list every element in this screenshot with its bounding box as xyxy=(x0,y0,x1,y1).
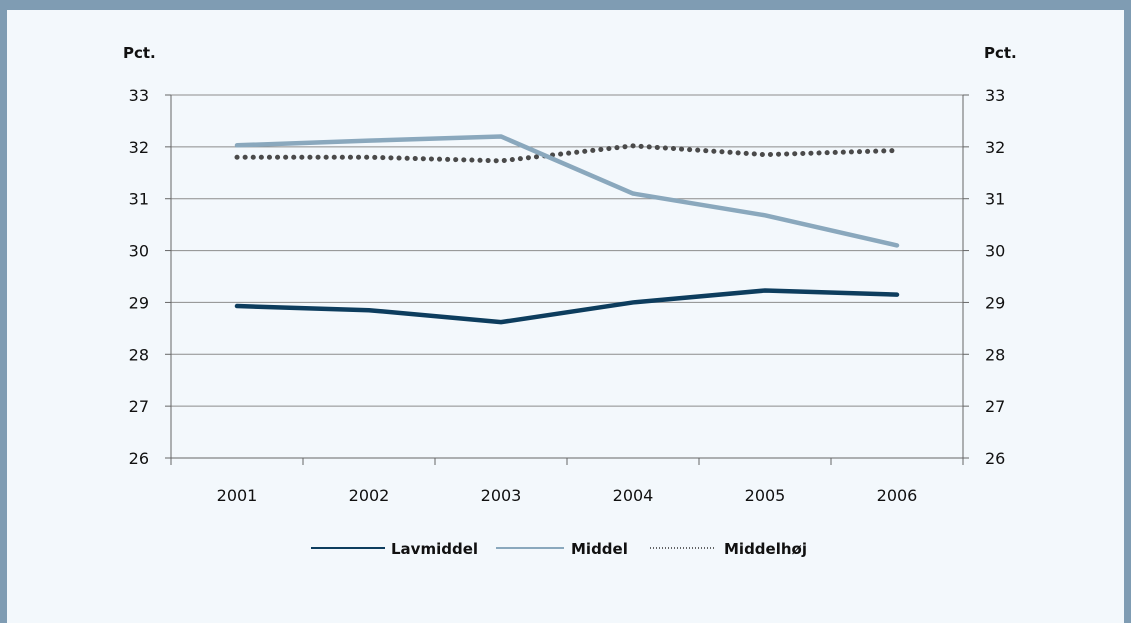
legend: Lavmiddel Middel Middelhøj xyxy=(311,540,807,558)
right-y-ticks: 26 27 28 29 30 31 32 33 xyxy=(963,86,1005,468)
right-tick-label: 30 xyxy=(985,242,1005,261)
header-bar xyxy=(0,0,1131,10)
x-tick-label: 2004 xyxy=(613,486,654,505)
series-line-middelhøj xyxy=(234,143,900,164)
axes xyxy=(170,95,964,459)
x-ticks: 2001 2002 2003 2004 2005 2006 xyxy=(170,458,964,505)
series-line-middel xyxy=(234,134,900,248)
x-tick-label: 2003 xyxy=(481,486,522,505)
series-lines xyxy=(234,134,900,325)
right-tick-label: 29 xyxy=(985,293,1005,312)
left-tick-label: 33 xyxy=(129,86,149,105)
left-tick-label: 30 xyxy=(129,242,149,261)
right-y-unit: Pct. xyxy=(984,44,1017,62)
right-tick-label: 33 xyxy=(985,86,1005,105)
left-tick-label: 31 xyxy=(129,190,149,209)
right-tick-label: 32 xyxy=(985,138,1005,157)
legend-label-middel: Middel xyxy=(571,540,628,558)
x-tick-label: 2002 xyxy=(349,486,390,505)
left-tick-label: 26 xyxy=(129,449,149,468)
legend-label-middelhøj: Middelhøj xyxy=(724,540,807,558)
left-tick-label: 27 xyxy=(129,397,149,416)
left-y-unit: Pct. xyxy=(123,44,156,62)
series-line-lavmiddel xyxy=(234,288,900,325)
legend-label-lavmiddel: Lavmiddel xyxy=(391,540,478,558)
left-tick-label: 28 xyxy=(129,345,149,364)
right-tick-label: 27 xyxy=(985,397,1005,416)
right-tick-label: 28 xyxy=(985,345,1005,364)
x-tick-label: 2006 xyxy=(877,486,918,505)
left-y-ticks: 26 27 28 29 30 31 32 33 xyxy=(129,86,171,468)
x-tick-label: 2005 xyxy=(745,486,786,505)
gridlines xyxy=(171,94,963,407)
right-tick-label: 26 xyxy=(985,449,1005,468)
x-tick-label: 2001 xyxy=(217,486,258,505)
left-tick-label: 32 xyxy=(129,138,149,157)
right-tick-label: 31 xyxy=(985,190,1005,209)
left-tick-label: 29 xyxy=(129,293,149,312)
